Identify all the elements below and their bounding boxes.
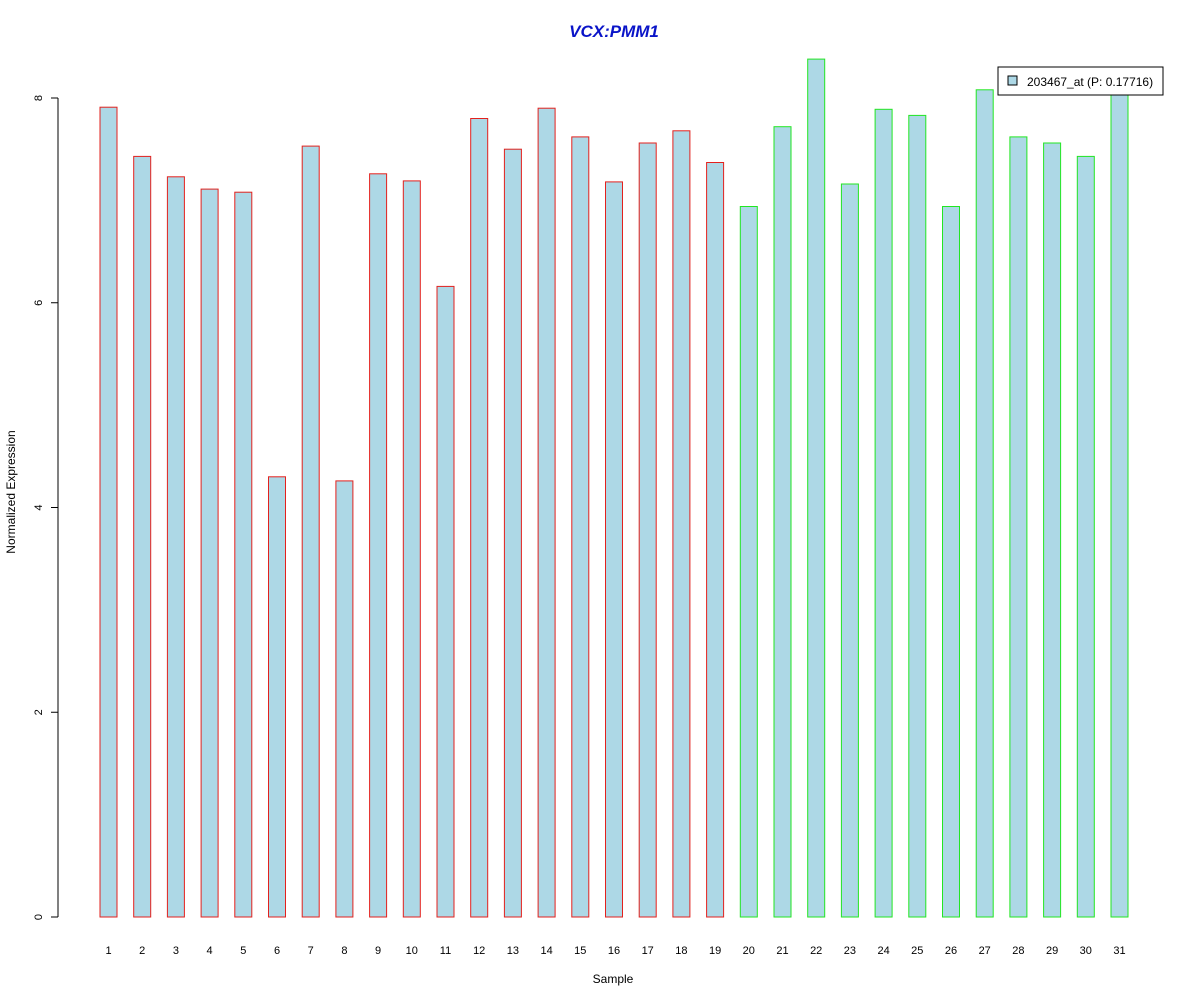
- bar-sample-26: [942, 206, 960, 918]
- x-tick-label: 19: [709, 945, 721, 957]
- x-tick-label: 26: [945, 945, 957, 957]
- bar-sample-21: [773, 126, 792, 918]
- x-tick-label: 9: [375, 945, 381, 957]
- y-axis: 0 2 4 6 8: [33, 95, 59, 920]
- x-axis-title: Sample: [593, 972, 634, 986]
- x-tick-label: 30: [1080, 945, 1092, 957]
- x-tick-label: 7: [308, 945, 314, 957]
- legend-box: [997, 66, 1164, 96]
- x-tick-label: 29: [1046, 945, 1058, 957]
- bar-sample-16: [605, 181, 623, 918]
- bar-sample-8: [335, 480, 354, 918]
- chart-title: VCX:PMM1: [569, 22, 659, 41]
- x-tick-label: 11: [440, 945, 451, 957]
- bar-sample-22: [807, 58, 826, 918]
- bar-sample-5: [234, 191, 253, 918]
- x-tick-label: 21: [776, 945, 788, 957]
- bar-sample-7: [301, 145, 320, 918]
- y-tick-label: 8: [33, 95, 45, 101]
- x-tick-label: 2: [139, 945, 145, 957]
- bar-sample-3: [166, 176, 185, 918]
- x-tick-label: 6: [274, 945, 280, 957]
- bar-sample-24: [874, 108, 893, 918]
- x-tick-label: 4: [207, 945, 213, 957]
- bar-sample-25: [908, 114, 927, 918]
- legend-swatch: [1007, 75, 1018, 86]
- bar-sample-11: [436, 285, 455, 918]
- x-tick-label: 20: [743, 945, 755, 957]
- bar-sample-9: [369, 173, 388, 918]
- x-tick-label: 24: [877, 945, 889, 957]
- bar-sample-23: [840, 183, 859, 918]
- bar-sample-31: [1110, 89, 1129, 918]
- x-tick-label: 3: [173, 945, 179, 957]
- y-tick-label: 6: [33, 300, 45, 306]
- x-tick-label: 16: [608, 945, 620, 957]
- x-tick-label: 15: [574, 945, 586, 957]
- x-tick-labels: 1 2 3 4 5 6 7 8 9 10 11 12 13 14 15 16 17 18 19 20 21 22 23 24 2…: [105, 945, 1125, 957]
- x-tick-label: 17: [642, 945, 654, 957]
- x-tick-label: 8: [341, 945, 347, 957]
- bar-sample-29: [1043, 142, 1062, 918]
- x-tick-label: 1: [105, 945, 111, 957]
- bar-sample-1: [99, 106, 118, 918]
- bar-sample-28: [1009, 136, 1028, 918]
- legend-label: 203467_at (P: 0.17716): [1027, 75, 1153, 89]
- x-tick-label: 31: [1113, 945, 1125, 957]
- x-tick-label: 5: [240, 945, 246, 957]
- legend: 203467_at (P: 0.17716): [997, 66, 1164, 96]
- x-tick-label: 14: [540, 945, 552, 957]
- x-tick-label: 22: [810, 945, 822, 957]
- x-tick-label: 10: [406, 945, 418, 957]
- x-tick-label: 13: [507, 945, 519, 957]
- y-tick-label: 2: [33, 709, 45, 715]
- bar-sample-18: [672, 130, 691, 918]
- bar-sample-30: [1076, 155, 1095, 918]
- bar-sample-4: [200, 188, 219, 918]
- x-tick-label: 25: [911, 945, 923, 957]
- bar-sample-14: [537, 107, 556, 918]
- y-tick-label: 4: [33, 504, 45, 510]
- bars: [99, 58, 1129, 918]
- bar-sample-19: [706, 162, 725, 918]
- bar-sample-10: [402, 180, 421, 918]
- bar-sample-13: [503, 148, 522, 918]
- y-axis-title: Normalized Expression: [4, 430, 18, 553]
- x-tick-label: 27: [979, 945, 991, 957]
- bar-sample-17: [638, 142, 657, 918]
- bar-sample-2: [133, 155, 152, 918]
- bar-sample-12: [470, 118, 489, 918]
- bar-sample-6: [268, 476, 286, 918]
- bar-sample-15: [571, 136, 590, 918]
- x-tick-label: 18: [675, 945, 687, 957]
- x-tick-label: 12: [473, 945, 485, 957]
- x-tick-label: 23: [844, 945, 856, 957]
- bar-sample-27: [975, 89, 994, 918]
- y-tick-label: 0: [33, 914, 45, 920]
- bar-sample-20: [739, 206, 758, 918]
- x-tick-label: 28: [1012, 945, 1024, 957]
